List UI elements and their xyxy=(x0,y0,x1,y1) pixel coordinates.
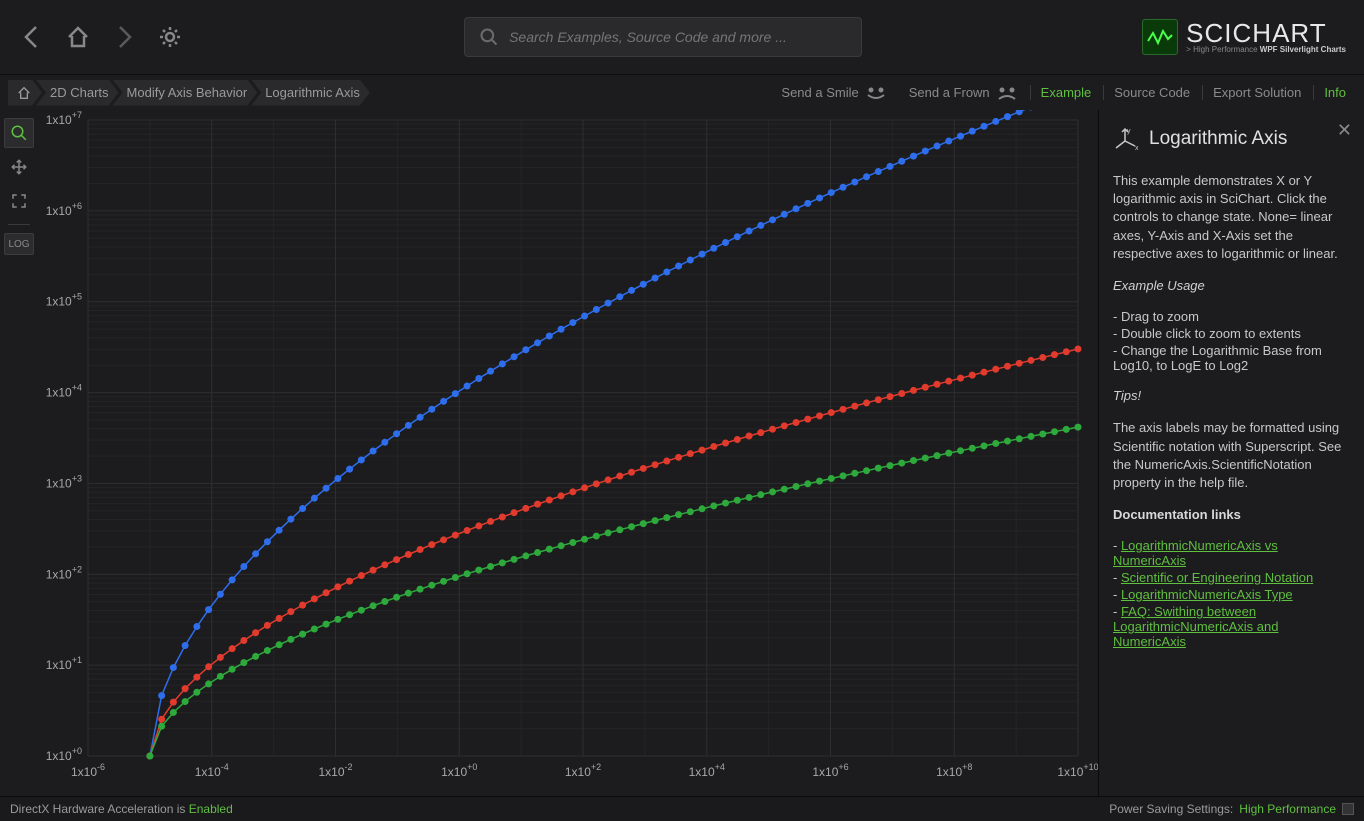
status-bar: DirectX Hardware Acceleration is Enabled… xyxy=(0,796,1364,821)
info-usage-item: - Drag to zoom xyxy=(1113,309,1350,324)
search-input[interactable] xyxy=(509,29,847,45)
back-button[interactable] xyxy=(18,23,46,51)
info-docs-head: Documentation links xyxy=(1113,507,1241,522)
info-header: yx Logarithmic Axis xyxy=(1113,126,1350,152)
nav-buttons xyxy=(18,23,184,51)
chart-svg: 1x10-6 1x10-4 1x10-2 1x10+0 1x10+2 1x10+4 1x10… xyxy=(38,110,1098,796)
svg-text:x: x xyxy=(1135,145,1139,152)
breadcrumb-item[interactable]: Logarithmic Axis xyxy=(251,80,370,106)
info-doc-link-line: - LogarithmicNumericAxis vs NumericAxis xyxy=(1113,538,1350,568)
logo-text: SCICHART > High Performance WPF Silverli… xyxy=(1186,20,1346,54)
svg-text:y: y xyxy=(1127,128,1131,135)
breadcrumb-item[interactable]: Modify Axis Behavior xyxy=(113,80,258,106)
chart-toolbar: LOG xyxy=(0,110,38,796)
svg-text:1x10+6: 1x10+6 xyxy=(46,201,82,218)
chart-area[interactable]: 1x10-6 1x10-4 1x10-2 1x10+0 1x10+2 1x10+4 1x10… xyxy=(38,110,1098,796)
search-box[interactable] xyxy=(464,17,862,57)
svg-text:1x10+4: 1x10+4 xyxy=(46,383,82,400)
doc-link[interactable]: Scientific or Engineering Notation xyxy=(1121,570,1313,585)
doc-link[interactable]: LogarithmicNumericAxis Type xyxy=(1121,587,1293,602)
info-usage-item: - Double click to zoom to extents xyxy=(1113,326,1350,341)
svg-text:1x10+2: 1x10+2 xyxy=(565,762,601,779)
send-frown-button[interactable]: Send a Frown xyxy=(899,85,1028,101)
pan-tool-button[interactable] xyxy=(4,152,34,182)
main: LOG 1x10-6 1x10-4 1x10-2 1x10+0 1x10+2 1x10+4… xyxy=(0,110,1364,796)
info-panel: ✕ yx Logarithmic Axis This example demon… xyxy=(1098,110,1364,796)
doc-link[interactable]: FAQ: Swithing between LogarithmicNumeric… xyxy=(1113,604,1278,649)
home-button[interactable] xyxy=(64,23,92,51)
top-bar: SCICHART > High Performance WPF Silverli… xyxy=(0,0,1364,74)
svg-text:1x10+7: 1x10+7 xyxy=(46,110,82,127)
extents-tool-button[interactable] xyxy=(4,186,34,216)
toolbar-separator xyxy=(8,224,30,225)
send-smile-button[interactable]: Send a Smile xyxy=(771,85,896,101)
info-doc-link-line: - LogarithmicNumericAxis Type xyxy=(1113,587,1350,602)
tab-source-code[interactable]: Source Code xyxy=(1103,85,1200,100)
forward-button[interactable] xyxy=(110,23,138,51)
settings-button[interactable] xyxy=(156,23,184,51)
status-hwaccel: DirectX Hardware Acceleration is Enabled xyxy=(10,802,233,816)
svg-text:1x10+8: 1x10+8 xyxy=(936,762,972,779)
info-usage-head: Example Usage xyxy=(1113,278,1205,293)
doc-link[interactable]: LogarithmicNumericAxis vs NumericAxis xyxy=(1113,538,1278,568)
tab-export-solution[interactable]: Export Solution xyxy=(1202,85,1311,100)
breadcrumb-item[interactable]: 2D Charts xyxy=(36,80,119,106)
right-links: Send a Smile Send a Frown Example Source… xyxy=(771,85,1356,101)
svg-text:1x10+0: 1x10+0 xyxy=(441,762,477,779)
search-wrap xyxy=(184,17,1142,57)
info-usage-list: - Drag to zoom - Double click to zoom to… xyxy=(1113,309,1350,373)
logo-mark-icon xyxy=(1142,19,1178,55)
svg-text:1x10+0: 1x10+0 xyxy=(46,746,82,763)
axes-icon: yx xyxy=(1113,126,1139,152)
logo-sub: > High Performance WPF Silverlight Chart… xyxy=(1186,46,1346,54)
status-power: Power Saving Settings: High Performance xyxy=(1109,802,1354,816)
breadcrumb-bar: 2D Charts Modify Axis Behavior Logarithm… xyxy=(0,74,1364,110)
logo: SCICHART > High Performance WPF Silverli… xyxy=(1142,19,1346,55)
svg-text:1x10+4: 1x10+4 xyxy=(689,762,725,779)
log-base-button[interactable]: LOG xyxy=(4,233,34,255)
svg-text:1x10+10: 1x10+10 xyxy=(1057,762,1098,779)
info-doc-link-line: - Scientific or Engineering Notation xyxy=(1113,570,1350,585)
logo-main: SCICHART xyxy=(1186,20,1346,46)
svg-text:1x10+2: 1x10+2 xyxy=(46,564,82,581)
info-usage-item: - Change the Logarithmic Base from Log10… xyxy=(1113,343,1350,373)
svg-text:1x10-6: 1x10-6 xyxy=(71,762,105,779)
svg-text:1x10+6: 1x10+6 xyxy=(812,762,848,779)
info-doc-link-line: - FAQ: Swithing between LogarithmicNumer… xyxy=(1113,604,1350,649)
tab-example[interactable]: Example xyxy=(1030,85,1102,100)
svg-text:1x10+3: 1x10+3 xyxy=(46,473,82,490)
info-tips-head: Tips! xyxy=(1113,388,1141,403)
info-intro: This example demonstrates X or Y logarit… xyxy=(1113,172,1350,263)
svg-text:1x10+1: 1x10+1 xyxy=(46,655,82,672)
svg-text:1x10-2: 1x10-2 xyxy=(318,762,352,779)
close-icon[interactable]: ✕ xyxy=(1337,120,1352,141)
info-title: Logarithmic Axis xyxy=(1149,128,1287,150)
zoom-tool-button[interactable] xyxy=(4,118,34,148)
info-tips: The axis labels may be formatted using S… xyxy=(1113,419,1350,492)
info-docs-list: - LogarithmicNumericAxis vs NumericAxis … xyxy=(1113,538,1350,649)
breadcrumb-home[interactable] xyxy=(8,80,42,106)
svg-text:1x10+5: 1x10+5 xyxy=(46,292,82,309)
tab-info[interactable]: Info xyxy=(1313,85,1356,100)
search-icon xyxy=(479,27,499,47)
svg-text:1x10-4: 1x10-4 xyxy=(195,762,229,779)
